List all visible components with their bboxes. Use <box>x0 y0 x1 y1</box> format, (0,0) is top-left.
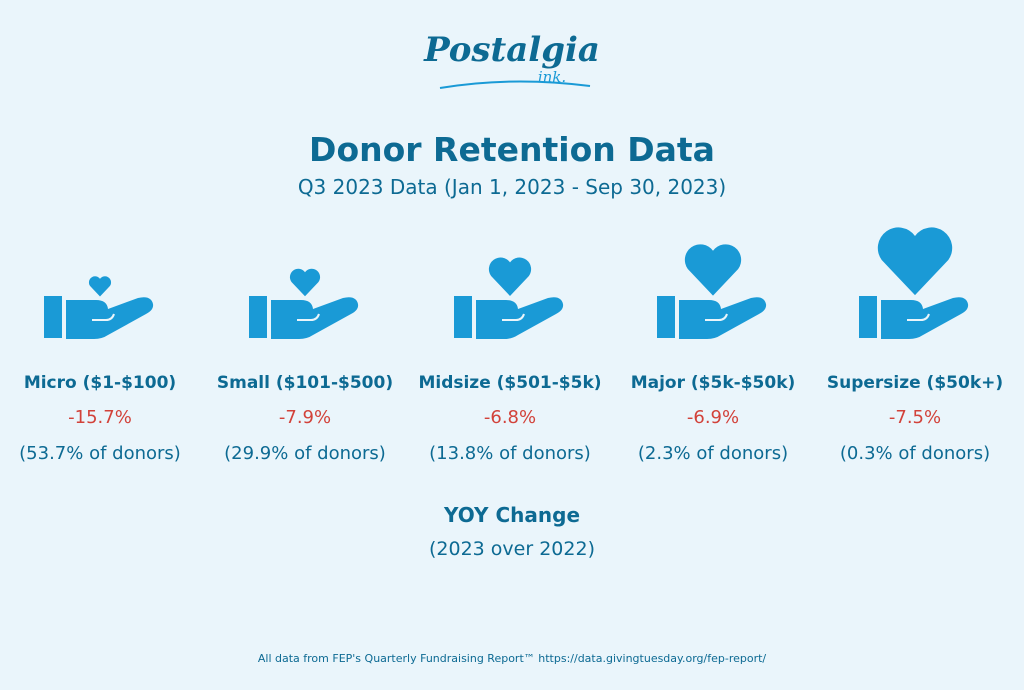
segment-label: Midsize ($501-$5k) <box>418 373 602 393</box>
hand-cuff <box>44 296 62 338</box>
heart <box>289 268 321 297</box>
hand-cuff <box>657 296 675 338</box>
logo-swoosh <box>439 80 591 89</box>
hand-finger-line <box>297 313 320 321</box>
segment-share: (53.7% of donors) <box>19 443 181 464</box>
segment-share: (0.3% of donors) <box>839 443 991 464</box>
title: Donor Retention Data <box>309 130 715 169</box>
hand <box>271 297 359 339</box>
segment-change: -15.7% <box>68 407 132 428</box>
hand-cuff <box>859 296 877 338</box>
logo-name: Postalgia <box>424 30 600 70</box>
heart <box>877 227 953 296</box>
heart <box>488 257 532 296</box>
heart <box>684 244 742 296</box>
caption-subtitle: (2023 over 2022) <box>429 538 595 560</box>
segment-share: (13.8% of donors) <box>429 443 591 464</box>
hand <box>66 297 154 339</box>
hand-cuff <box>454 296 472 338</box>
heart <box>88 276 112 297</box>
segment-change: -6.8% <box>483 407 537 428</box>
hand-finger-line <box>907 313 930 321</box>
footer: All data from FEP's Quarterly Fundraisin… <box>257 652 767 665</box>
subtitle: Q3 2023 Data (Jan 1, 2023 - Sep 30, 2023… <box>297 175 727 199</box>
segment-label: Micro ($1-$100) <box>23 373 177 393</box>
hand-finger-line <box>92 313 115 321</box>
hand <box>679 297 767 339</box>
segment-change: -7.5% <box>888 407 942 428</box>
segment-change: -6.9% <box>686 407 740 428</box>
segment-label: Major ($5k-$50k) <box>630 373 796 393</box>
segment-label: Supersize ($50k+) <box>826 373 1004 393</box>
hand <box>881 297 969 339</box>
caption-title: YOY Change <box>443 503 581 527</box>
hand-finger-line <box>502 313 525 321</box>
hand-finger-line <box>705 313 728 321</box>
logo-sub: ink. <box>537 68 567 86</box>
segment-share: (29.9% of donors) <box>224 443 386 464</box>
segment-share: (2.3% of donors) <box>637 443 789 464</box>
segment-label: Small ($101-$500) <box>216 373 394 393</box>
hand <box>476 297 564 339</box>
segment-change: -7.9% <box>278 407 332 428</box>
hand-cuff <box>249 296 267 338</box>
